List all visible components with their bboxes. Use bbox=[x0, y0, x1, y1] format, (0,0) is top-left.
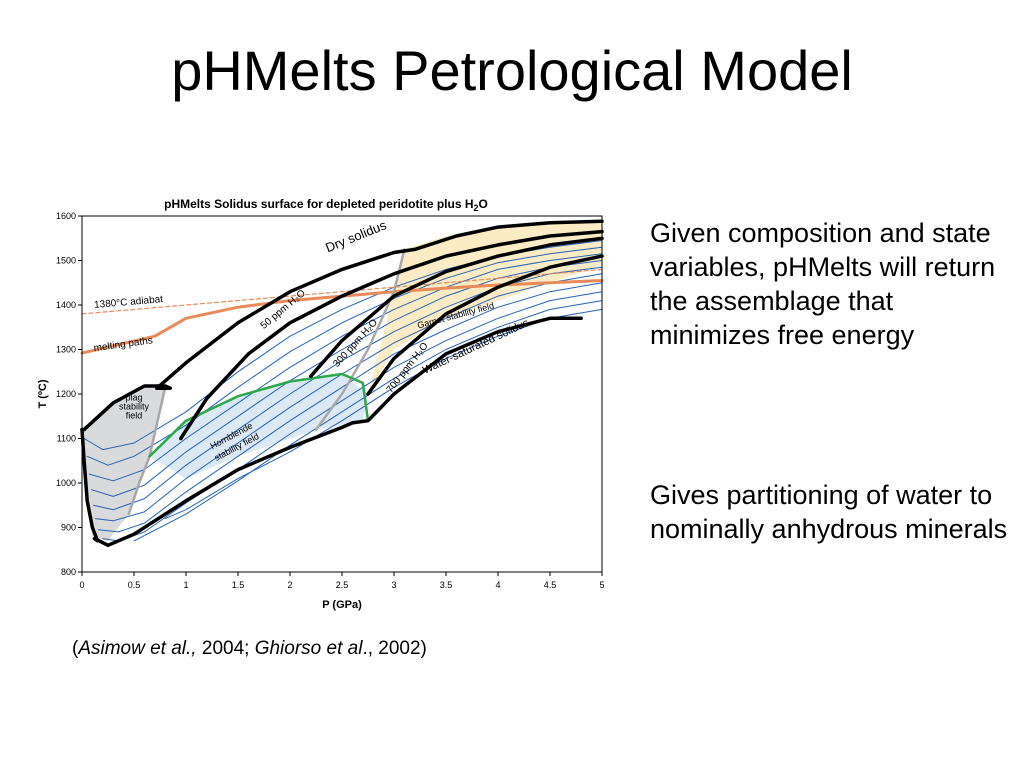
series-c8 bbox=[102, 291, 603, 542]
citation-author-1: Asimow et al., bbox=[78, 638, 197, 659]
x-tick-label: 4.5 bbox=[544, 580, 557, 590]
series-50-ppm-h2o bbox=[179, 229, 604, 441]
x-tick-label: 0.5 bbox=[128, 580, 141, 590]
citation-open: ( bbox=[72, 638, 79, 659]
bullet-2: Gives partitioning of water to nominally… bbox=[650, 480, 1008, 544]
x-tick-label: 2.5 bbox=[336, 580, 349, 590]
chart-title-main: pHMelts Solidus surface for depleted per… bbox=[164, 197, 473, 211]
series-water-saturated-solidus bbox=[92, 316, 583, 548]
series-low-p-edge bbox=[80, 427, 100, 543]
series-700-ppm-h2o bbox=[366, 254, 604, 396]
x-tick-label: 5 bbox=[599, 580, 604, 590]
phase-diagram-figure: pHMelts Solidus surface for depleted per… bbox=[37, 197, 605, 611]
y-axis-label: T (ºC) bbox=[37, 379, 49, 408]
slide-title: pHMelts Petrological Model bbox=[171, 39, 853, 102]
series-garnet-boundary bbox=[314, 248, 406, 431]
bullet-1: Given composition and state variables, p… bbox=[650, 218, 996, 350]
y-tick-label: 800 bbox=[61, 567, 76, 577]
series-300-ppm-h2o bbox=[309, 236, 604, 378]
series-c7 bbox=[98, 282, 603, 533]
series-hornblende-boundary bbox=[148, 372, 370, 458]
series-c3 bbox=[88, 253, 603, 482]
annotation-label: plag bbox=[125, 393, 142, 403]
x-tick-label: 4 bbox=[495, 580, 500, 590]
annotation-label: Dry solidus bbox=[323, 217, 389, 255]
annotation-label: 1380°C adiabat bbox=[94, 294, 164, 311]
x-axis-label: P (GPa) bbox=[322, 599, 362, 611]
annotation-label: melting paths bbox=[93, 335, 153, 354]
x-tick-label: 1.5 bbox=[232, 580, 245, 590]
chart-title-sub: 2 bbox=[474, 203, 479, 213]
y-tick-label: 1400 bbox=[56, 300, 76, 310]
chart-title: pHMelts Solidus surface for depleted per… bbox=[164, 197, 488, 213]
series-1380-c-adiabat bbox=[81, 268, 603, 315]
citation-year-1: 2004; bbox=[196, 638, 255, 659]
x-tick-label: 1 bbox=[183, 580, 188, 590]
x-tick-label: 3 bbox=[391, 580, 396, 590]
x-tick-label: 3.5 bbox=[440, 580, 453, 590]
annotation-label: stability bbox=[119, 402, 150, 412]
ticks-layer: 0 0.5 1 1.5 2 2.5 3 3.5 4 4.5 5 800 900 1000 1100 1200 1… bbox=[56, 211, 605, 590]
series-layer bbox=[80, 219, 604, 548]
plag-field bbox=[82, 386, 166, 541]
citation-year-2: ., 2002) bbox=[362, 638, 427, 659]
y-tick-label: 1300 bbox=[56, 345, 76, 355]
series-c10 bbox=[164, 308, 603, 520]
citation-author-2: Ghiorso et al bbox=[254, 638, 363, 659]
series-c4 bbox=[90, 260, 603, 497]
series-c2 bbox=[86, 246, 603, 466]
x-tick-label: 0 bbox=[79, 580, 84, 590]
y-tick-label: 1200 bbox=[56, 389, 76, 399]
chart-title-end: O bbox=[479, 197, 488, 211]
y-tick-label: 1500 bbox=[56, 256, 76, 266]
y-tick-label: 1600 bbox=[56, 211, 76, 221]
x-tick-label: 2 bbox=[287, 580, 292, 590]
citation: (Asimow et al., 2004; Ghiorso et al., 20… bbox=[72, 638, 427, 660]
annotation-label: Water-saturated solidus bbox=[421, 317, 531, 377]
annotation-label: field bbox=[126, 410, 143, 420]
y-tick-label: 1000 bbox=[56, 478, 76, 488]
series-plag-out-boundary bbox=[127, 386, 167, 516]
y-tick-label: 1100 bbox=[57, 434, 76, 444]
series-plag-boundary bbox=[80, 384, 173, 432]
series-dry-solidus bbox=[155, 219, 604, 390]
y-tick-label: 900 bbox=[61, 523, 76, 533]
series-c6 bbox=[95, 273, 603, 522]
